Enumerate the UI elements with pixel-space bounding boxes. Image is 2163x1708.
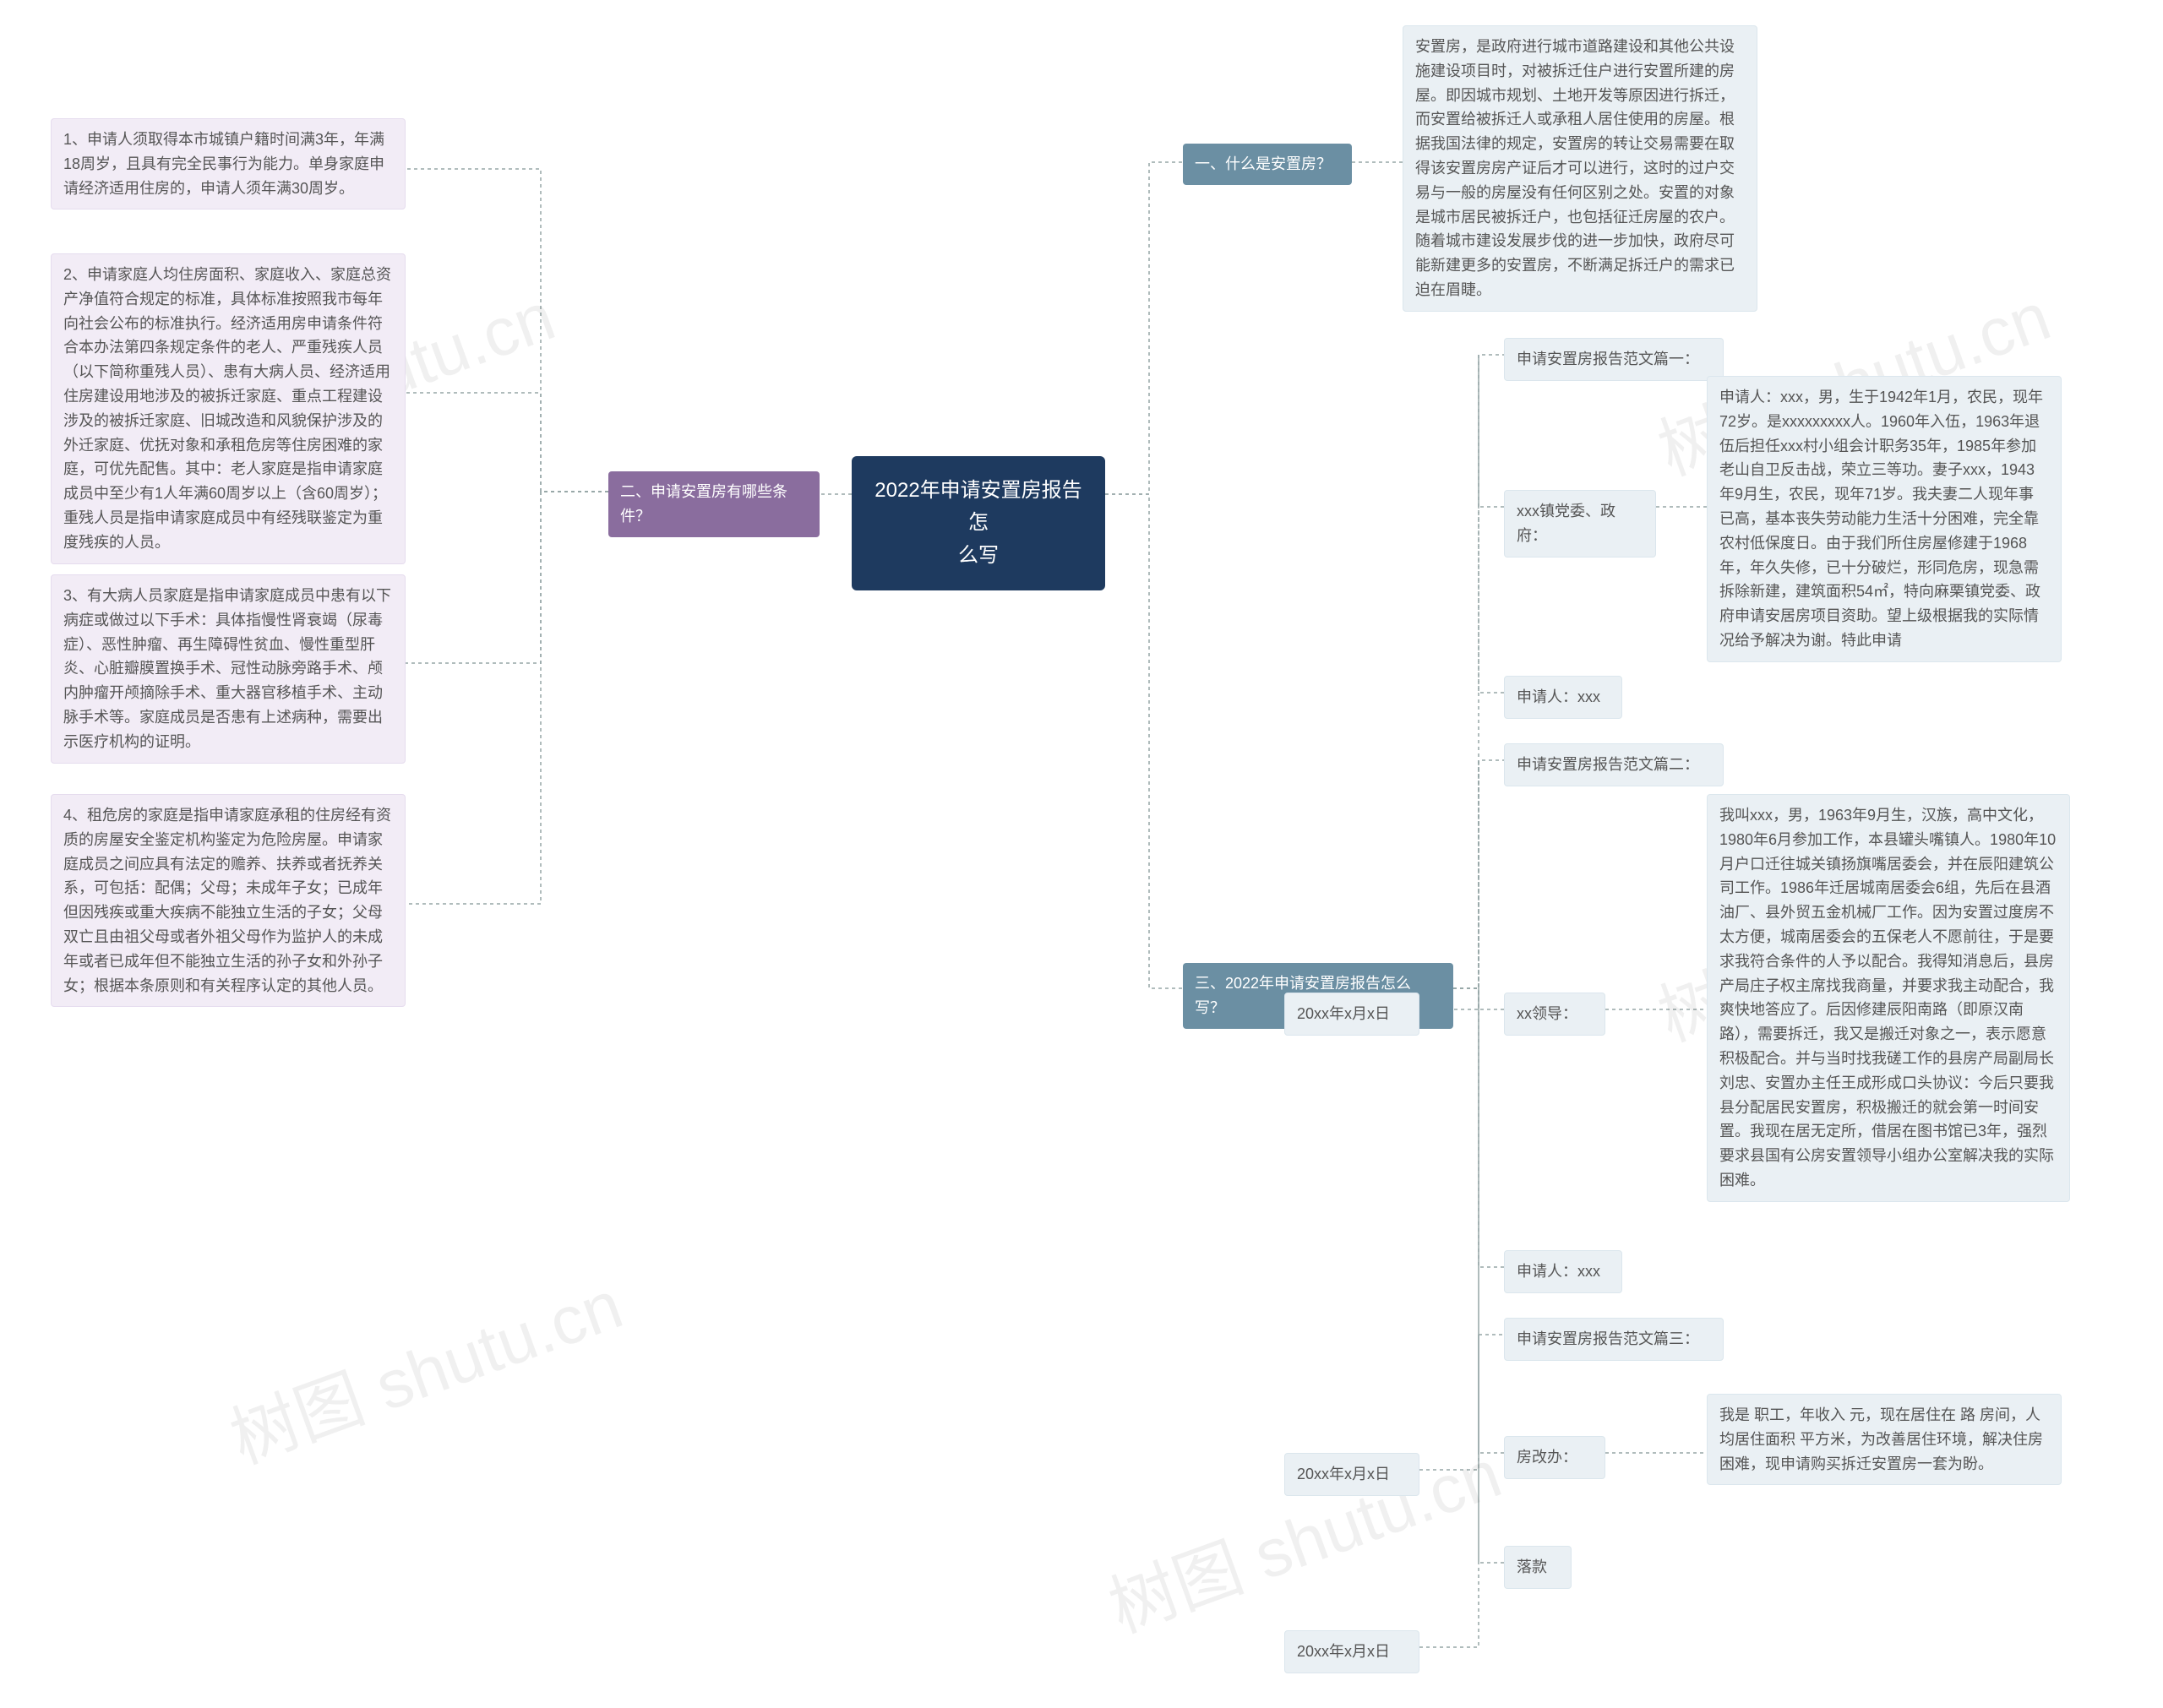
branch-definition[interactable]: 一、什么是安置房？ <box>1183 144 1352 185</box>
article-1-applicant: 申请人：xxx <box>1504 676 1622 719</box>
condition-2: 2、申请家庭人均住房面积、家庭收入、家庭总资产净值符合规定的标准，具体标准按照我… <box>51 253 406 564</box>
article-3-addressee: 房改办： <box>1504 1436 1605 1479</box>
article-3-body: 我是 职工，年收入 元，现在居住在 路 房间，人均居住面积 平方米，为改善居住环… <box>1707 1394 2062 1485</box>
article-2-addressee: xx领导： <box>1504 993 1605 1036</box>
definition-text: 安置房，是政府进行城市道路建设和其他公共设施建设项目时，对被拆迁住户进行安置所建… <box>1403 25 1757 312</box>
root-node[interactable]: 2022年申请安置房报告怎 么写 <box>852 456 1105 590</box>
article-1-title[interactable]: 申请安置房报告范文篇一： <box>1504 338 1724 381</box>
branch-conditions[interactable]: 二、申请安置房有哪些条件？ <box>608 471 820 537</box>
article-1-body: 申请人：xxx，男，生于1942年1月，农民，现年72岁。是xxxxxxxxx人… <box>1707 376 2062 662</box>
article-3-date: 20xx年x月x日 <box>1284 1453 1419 1496</box>
article-2-body: 我叫xxx，男，1963年9月生，汉族，高中文化，1980年6月参加工作，本县罐… <box>1707 794 2070 1202</box>
article-2-date: 20xx年x月x日 <box>1284 993 1419 1036</box>
watermark: 树图 shutu.cn <box>215 1251 634 1483</box>
article-2-title[interactable]: 申请安置房报告范文篇二： <box>1504 743 1724 786</box>
article-2-applicant: 申请人：xxx <box>1504 1250 1622 1293</box>
article-3-title[interactable]: 申请安置房报告范文篇三： <box>1504 1318 1724 1361</box>
condition-1: 1、申请人须取得本市城镇户籍时间满3年，年满18周岁，且具有完全民事行为能力。单… <box>51 118 406 209</box>
article-3-signoff: 落款 <box>1504 1546 1572 1589</box>
condition-3: 3、有大病人员家庭是指申请家庭成员中患有以下病症或做过以下手术：具体指慢性肾衰竭… <box>51 574 406 764</box>
condition-4: 4、租危房的家庭是指申请家庭承租的住房经有资质的房屋安全鉴定机构鉴定为危险房屋。… <box>51 794 406 1007</box>
article-3-footer-date: 20xx年x月x日 <box>1284 1630 1419 1673</box>
article-1-addressee: xxx镇党委、政府： <box>1504 490 1656 558</box>
